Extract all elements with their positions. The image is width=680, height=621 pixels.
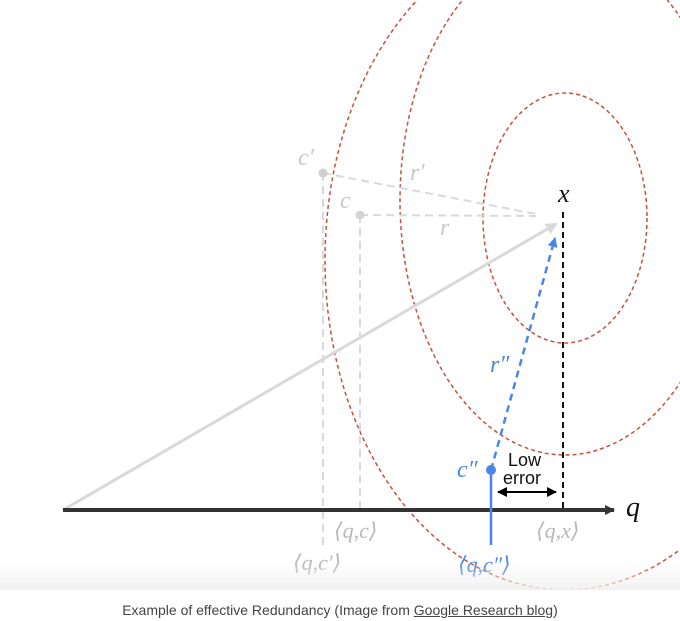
r-double-prime-line: [489, 237, 558, 471]
c-point: [355, 210, 365, 220]
caption-suffix: ): [553, 602, 558, 618]
figure-caption: Example of effective Redundancy (Image f…: [0, 602, 680, 618]
x-vector: [62, 222, 558, 512]
contour-inner: [482, 92, 648, 344]
c-double-prime-point: [486, 465, 496, 475]
caption-link[interactable]: Google Research blog: [413, 602, 554, 618]
label-proj-qc: ⟨q,c⟩: [334, 518, 377, 543]
label-q: q: [626, 492, 640, 523]
figure-bottom-fade: [0, 562, 680, 590]
contour-middle: [399, 0, 680, 456]
label-low-error-1: Low: [508, 450, 542, 470]
label-r: r: [440, 215, 450, 241]
label-x: x: [557, 179, 570, 208]
label-r-prime: r′: [410, 160, 425, 186]
label-c-prime: c′: [298, 145, 315, 171]
label-c-double-prime: c″: [457, 457, 479, 483]
label-proj-qx: ⟨q,x⟩: [536, 518, 579, 543]
c-prime-point: [318, 168, 328, 178]
redundancy-diagram: c′ c r′ r x r″ c″ Low error q ⟨q,c⟩ ⟨q,c…: [62, 0, 680, 590]
label-c: c: [340, 188, 351, 214]
r-prime-line: [322, 172, 537, 215]
r-line: [359, 214, 537, 217]
label-low-error-2: error: [503, 468, 541, 488]
label-r-double-prime: r″: [490, 352, 510, 378]
caption-prefix: Example of effective Redundancy (Image f…: [122, 602, 414, 618]
